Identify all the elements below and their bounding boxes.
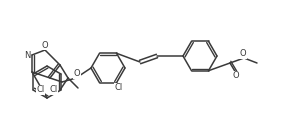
Text: O: O [233,72,239,81]
Text: Cl: Cl [114,83,123,92]
Text: Cl: Cl [50,85,58,94]
Text: O: O [42,41,48,50]
Text: O: O [74,69,80,78]
Text: Cl: Cl [36,85,44,94]
Text: N: N [24,51,30,60]
Text: O: O [240,50,246,59]
